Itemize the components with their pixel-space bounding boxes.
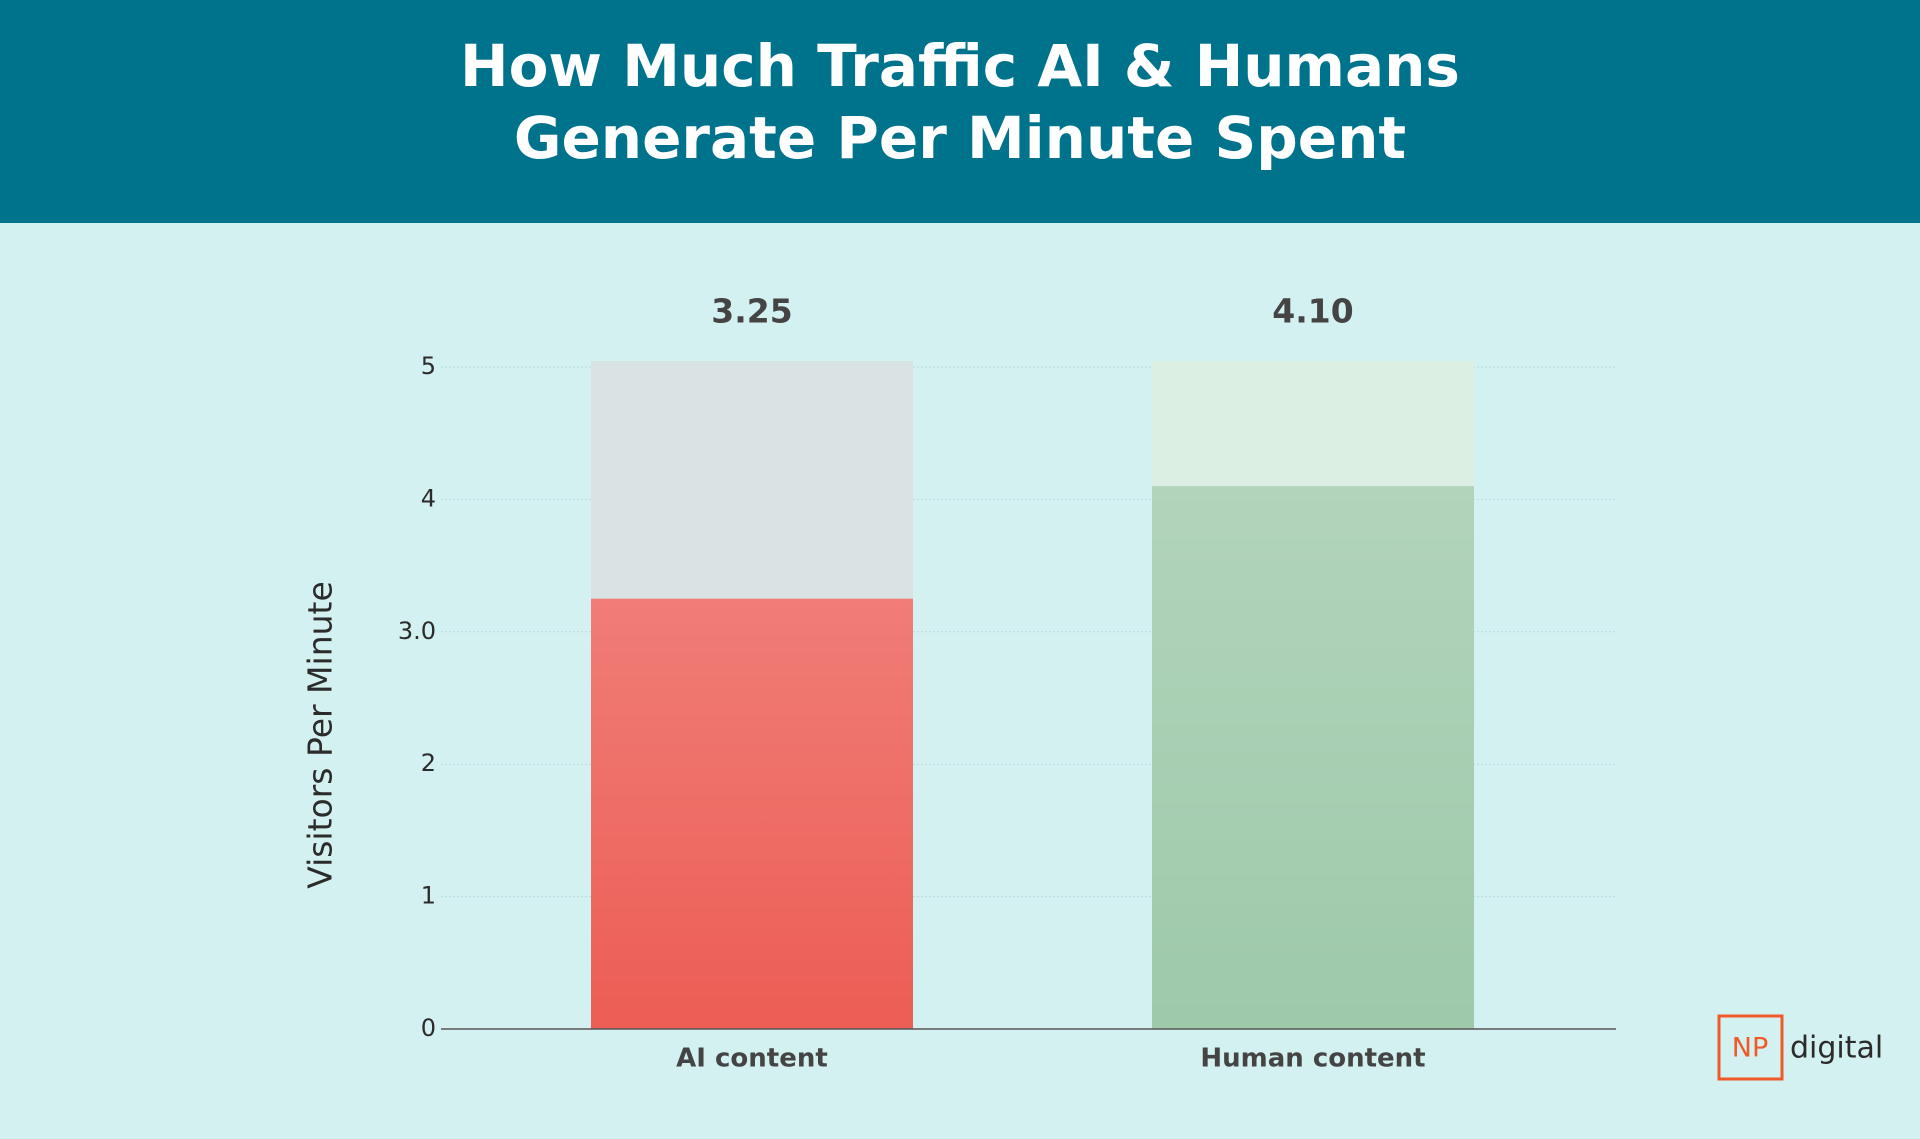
y-axis-title: Visitors Per Minute [301, 581, 340, 889]
x-tick-label: Human content [1200, 1044, 1425, 1074]
header [0, 0, 1920, 223]
logo-mark: NP [1732, 1033, 1768, 1064]
chart-title: How Much Traffic AI & Humans Generate Pe… [460, 32, 1460, 172]
y-tick-label: 1 [421, 882, 436, 910]
logo-text: digital [1790, 1031, 1883, 1066]
x-tick-label: AI content [676, 1044, 828, 1074]
y-tick-label: 3.0 [398, 617, 436, 645]
bar-sheen [591, 598, 913, 1029]
logo-box [1717, 1014, 1784, 1081]
y-tick-label: 0 [421, 1014, 436, 1042]
y-tick-label: 4 [421, 484, 436, 512]
y-tick-label: 5 [421, 352, 436, 380]
value-label: 4.10 [1272, 292, 1353, 331]
y-tick-label: 2 [421, 749, 436, 777]
title-box: How Much Traffic AI & Humans Generate Pe… [460, 32, 1460, 172]
bar-sheen [1152, 486, 1474, 1029]
value-label: 3.25 [711, 292, 792, 331]
